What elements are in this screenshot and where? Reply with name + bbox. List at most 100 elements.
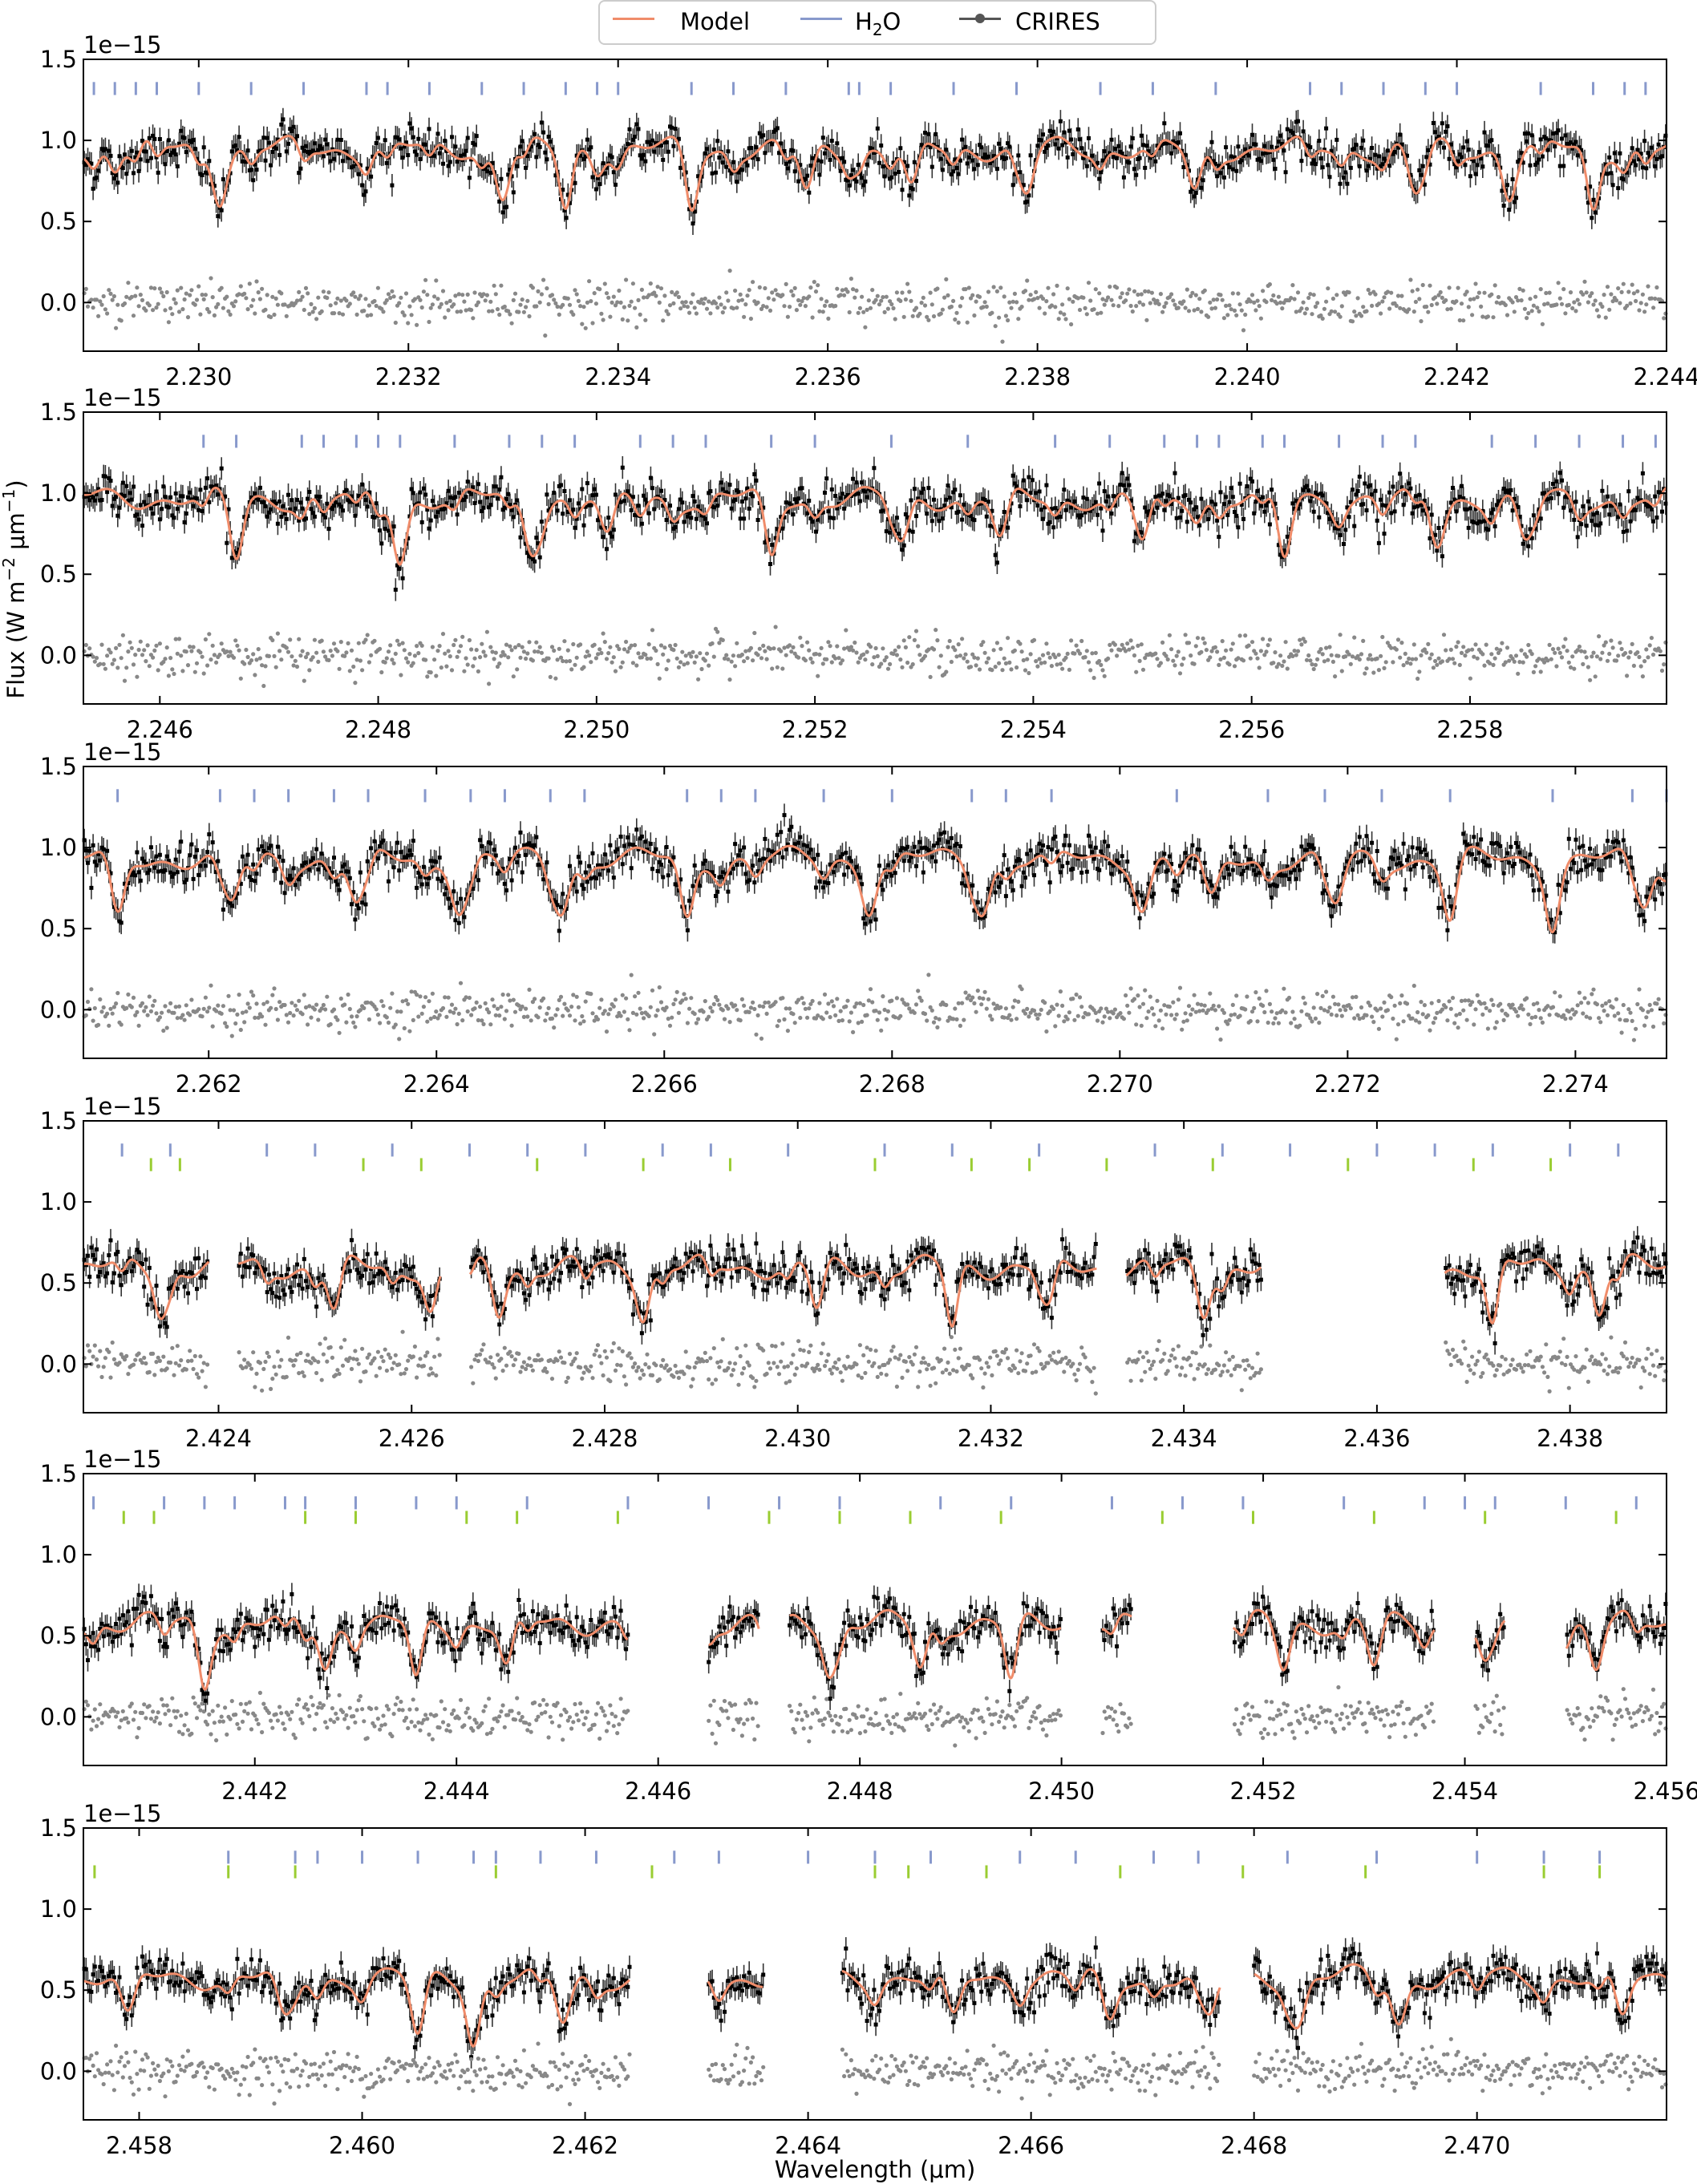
- residual-point: [462, 1723, 467, 1728]
- residual-point: [1383, 660, 1388, 665]
- residual-point: [581, 1370, 586, 1375]
- residual-point: [1104, 1006, 1108, 1011]
- residual-point: [1016, 1701, 1021, 1706]
- residual-point: [288, 637, 293, 642]
- residual-point: [1095, 311, 1100, 316]
- residual-point: [759, 306, 764, 311]
- residual-point: [798, 1347, 803, 1353]
- residual-point: [1278, 653, 1283, 658]
- residual-point: [1262, 653, 1267, 657]
- residual-point: [739, 1733, 745, 1738]
- residual-point: [1143, 1369, 1148, 1374]
- residual-point: [1301, 1712, 1306, 1717]
- residual-point: [1241, 1358, 1246, 1363]
- residual-point: [882, 1362, 887, 1367]
- residual-point: [192, 1353, 197, 1358]
- residual-point: [400, 641, 405, 645]
- residual-point: [833, 1713, 838, 1718]
- residual-point: [1525, 1352, 1529, 1357]
- residual-point: [1118, 648, 1123, 653]
- panel-5: 0.00.51.01.52.442 2.444 2.446 2.448 2.450 2.4…: [40, 1446, 1697, 1805]
- residual-point: [601, 317, 605, 322]
- residual-point: [1607, 307, 1612, 312]
- residual-point: [465, 662, 470, 667]
- residual-point: [1282, 1701, 1286, 1706]
- residual-point: [703, 658, 707, 663]
- residual-point: [1568, 1717, 1573, 1722]
- residual-point: [525, 1363, 530, 1368]
- residual-point: [1333, 1729, 1338, 1734]
- residual-point: [176, 2063, 182, 2068]
- residual-point: [520, 1004, 524, 1009]
- residual-point: [1361, 305, 1366, 309]
- residual-point: [1092, 307, 1096, 312]
- residual-point: [386, 2057, 391, 2061]
- residual-point: [363, 2073, 368, 2079]
- residual-point: [1428, 283, 1432, 288]
- residual-point: [986, 289, 991, 294]
- residual-point: [698, 301, 703, 305]
- residual-point: [1208, 991, 1213, 996]
- residual-point: [578, 1701, 583, 1706]
- residual-point: [1336, 1002, 1341, 1007]
- residual-point: [231, 2070, 237, 2075]
- residual-point: [403, 656, 409, 661]
- residual-point: [360, 1346, 365, 1351]
- residual-point: [921, 1356, 925, 1361]
- residual-point: [1597, 314, 1602, 319]
- residual-point: [1097, 658, 1102, 664]
- residual-point: [1249, 1705, 1255, 1709]
- residual-point: [395, 1009, 400, 1014]
- residual-point: [925, 314, 930, 319]
- residual-point: [124, 1005, 129, 1010]
- residual-point: [1540, 322, 1545, 326]
- residual-point: [525, 1728, 530, 1733]
- residual-point: [561, 1013, 565, 1018]
- residual-point: [1457, 662, 1462, 668]
- residual-point: [1491, 1002, 1496, 1008]
- residual-point: [428, 1712, 433, 1717]
- residual-point: [763, 1000, 767, 1005]
- residual-point: [1148, 301, 1152, 305]
- residual-point: [210, 1024, 215, 1029]
- residual-point: [1298, 637, 1302, 642]
- residual-point: [1492, 1373, 1497, 1378]
- residual-point: [1619, 1030, 1624, 1035]
- residual-point: [754, 2073, 759, 2078]
- residual-point: [484, 2080, 490, 2085]
- residual-point: [136, 1023, 141, 1028]
- residual-point: [439, 1699, 443, 1704]
- residual-point: [1189, 1363, 1193, 1368]
- residual-point: [866, 1721, 871, 1726]
- residual-point: [798, 302, 803, 307]
- residual-point: [1379, 1717, 1383, 1722]
- residual-point: [1021, 657, 1026, 663]
- residual-point: [1522, 306, 1527, 311]
- residual-point: [1385, 1712, 1390, 1717]
- residual-point: [151, 1709, 156, 1714]
- residual-point: [708, 1356, 713, 1361]
- residual-point: [157, 1721, 162, 1726]
- xtick-label: 2.264: [403, 1070, 470, 1098]
- residual-point: [1241, 1715, 1246, 1721]
- residual-point: [1134, 669, 1139, 674]
- residual-point: [905, 660, 910, 665]
- residual-point: [388, 2077, 393, 2081]
- residual-point: [115, 665, 120, 670]
- residual-point: [1124, 298, 1128, 303]
- residual-point: [200, 1014, 205, 1019]
- residual-point: [240, 1010, 245, 1015]
- residual-point: [284, 1374, 289, 1379]
- residual-point: [487, 681, 492, 686]
- residual-point: [83, 1013, 88, 1017]
- residual-point: [1598, 1694, 1603, 1699]
- residual-point: [833, 1360, 838, 1365]
- ytick-label: 0.5: [40, 208, 77, 235]
- residual-point: [988, 2071, 993, 2076]
- residual-point: [884, 294, 889, 299]
- residual-point: [1246, 1713, 1251, 1717]
- residual-point: [184, 1367, 188, 1372]
- residual-point: [428, 305, 433, 310]
- residual-point: [290, 1001, 294, 1005]
- residual-point: [1626, 1711, 1631, 1716]
